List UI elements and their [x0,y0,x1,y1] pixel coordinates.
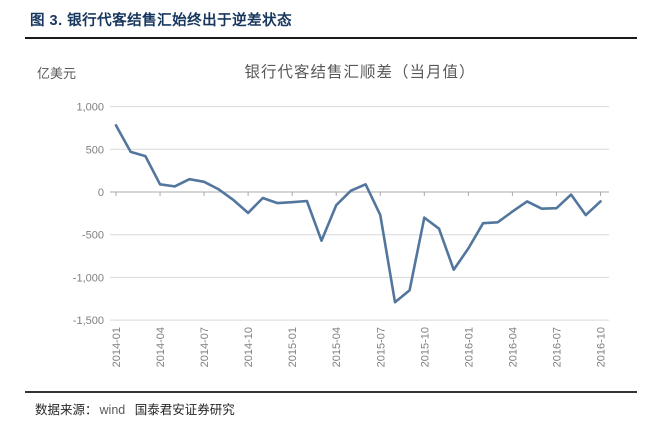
y-axis-tick-label: -500 [82,230,104,242]
x-axis-tick-label: 2015-01 [287,327,299,367]
y-axis-tick-label: -1,500 [73,315,104,327]
y-axis-tick-label: 500 [86,144,104,156]
x-axis-tick-label: 2016-07 [551,327,563,367]
x-axis-tick-label: 2014-07 [199,327,211,367]
chart-title: 银行代客结售汇顺差（当月值） [244,64,476,81]
x-axis-labels: 2014-01 2014-04 2014-07 2014-10 2015-01 2015-… [111,327,608,367]
figure-header-title: 图 3. 银行代客结售汇始终出于逆差状态 [30,13,293,29]
y-axis-tick-label: 1,000 [76,102,104,114]
header-divider [25,37,637,39]
gridlines [110,106,609,321]
x-axis-ticks [115,192,602,196]
y-axis-unit-label: 亿美元 [37,66,77,81]
x-axis-tick-label: 2016-10 [596,327,608,367]
y-axis-labels: 1,000 500 0 -500 -1,000 -1,500 [73,102,104,328]
source-firm: 国泰君安证券研究 [134,403,235,417]
source-wind: wind [99,403,126,417]
y-axis-tick-label: -1,000 [73,272,104,284]
x-axis-tick-label: 2015-04 [331,327,343,367]
source-line: 数据来源： wind 国泰君安证券研究 [35,399,235,418]
y-axis-tick-label: 0 [98,187,104,199]
line-chart: 1,000 500 0 -500 -1,000 -1,500 2014-01 2014-04… [73,102,609,367]
x-axis-tick-label: 2014-01 [111,327,123,367]
footer-divider [25,391,637,393]
x-axis-tick-label: 2016-04 [507,327,519,367]
x-axis-tick-label: 2014-04 [155,327,167,367]
x-axis-tick-label: 2016-01 [463,327,475,367]
source-label: 数据来源： [35,403,98,417]
x-axis-tick-label: 2015-07 [375,327,387,367]
x-axis-tick-label: 2015-10 [419,327,431,367]
series-line [114,124,602,304]
x-axis-tick-label: 2014-10 [243,327,255,367]
